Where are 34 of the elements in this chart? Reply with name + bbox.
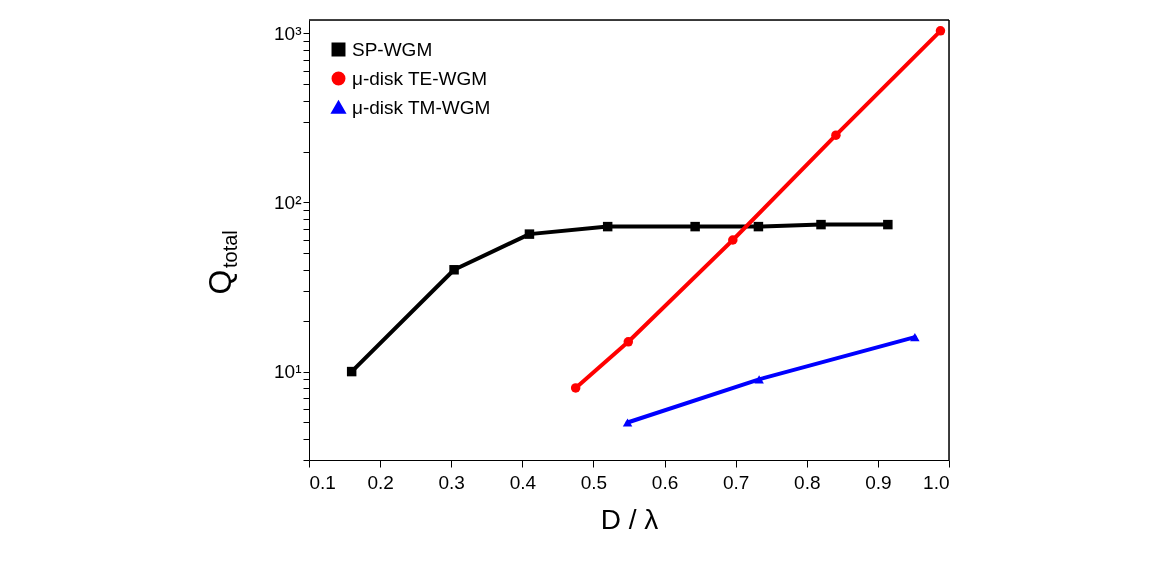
x-tick-label: 0.3 bbox=[438, 471, 465, 493]
x-axis-title: D / λ bbox=[600, 503, 659, 535]
y-tick-label: 10³ bbox=[274, 22, 302, 44]
point bbox=[449, 265, 459, 275]
y-tick-label: 10² bbox=[274, 191, 302, 213]
point bbox=[346, 366, 357, 377]
x-tick-label: 0.1 bbox=[309, 471, 336, 493]
point bbox=[816, 219, 826, 230]
point bbox=[935, 26, 946, 36]
x-tick-label: 0.7 bbox=[722, 471, 750, 493]
x-tick-label: 0.5 bbox=[580, 471, 608, 493]
point bbox=[690, 221, 700, 232]
legend-label: μ-disk TM-WGM bbox=[352, 96, 491, 118]
x-tick-label: 0.6 bbox=[651, 471, 679, 493]
y-axis-title: Qtotal bbox=[202, 230, 241, 295]
x-tick-label: 0.8 bbox=[794, 471, 821, 493]
point bbox=[622, 418, 633, 427]
point bbox=[623, 337, 634, 347]
x-tick-label: 1.0 bbox=[923, 471, 950, 493]
point bbox=[910, 332, 920, 342]
point bbox=[754, 375, 764, 384]
point bbox=[602, 221, 613, 232]
x-tick-label: 0.4 bbox=[509, 471, 537, 493]
legend-label: SP-WGM bbox=[352, 38, 433, 60]
point bbox=[831, 130, 841, 140]
point bbox=[524, 229, 535, 239]
point bbox=[883, 219, 893, 230]
x-tick-label: 0.9 bbox=[865, 471, 892, 493]
point bbox=[753, 221, 764, 232]
legend-label: μ-disk TE-WGM bbox=[352, 67, 488, 89]
y-tick-label: 10¹ bbox=[274, 361, 302, 383]
point bbox=[570, 383, 581, 393]
x-tick-label: 0.2 bbox=[367, 471, 394, 493]
point bbox=[728, 235, 738, 245]
